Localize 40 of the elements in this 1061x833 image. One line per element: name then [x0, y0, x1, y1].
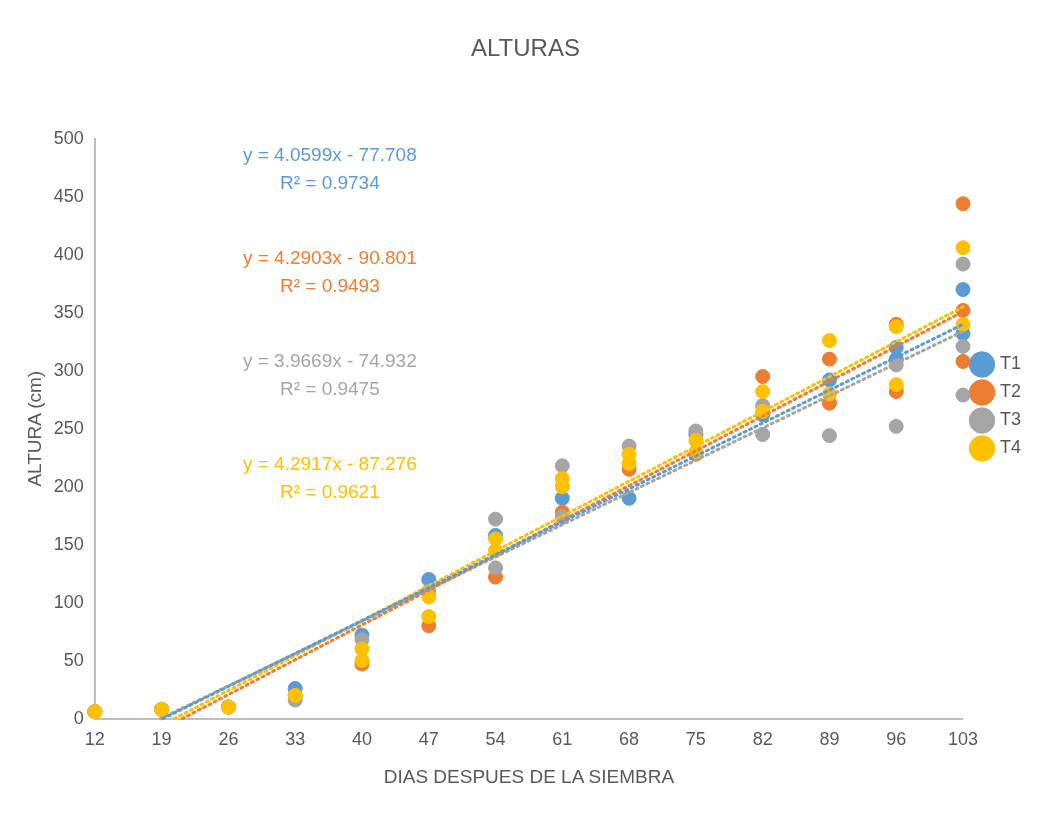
x-axis-title: DIAS DESPUES DE LA SIEMBRA [383, 765, 675, 787]
legend-label: T3 [999, 409, 1022, 430]
y-tick-label: 250 [53, 417, 84, 438]
x-tick-label: 54 [485, 729, 506, 750]
y-tick-label: 450 [53, 185, 84, 206]
legend-label: T4 [999, 437, 1022, 458]
y-tick-label: 50 [63, 649, 84, 670]
y-tick-label: 300 [53, 359, 84, 380]
annotation: y = 4.2903x - 90.801 [242, 247, 417, 269]
x-tick-label: 75 [685, 729, 706, 750]
legend-label: T2 [999, 381, 1022, 402]
x-tick-label: 61 [552, 729, 573, 750]
x-tick-label: 82 [752, 729, 773, 750]
annotation: R² = 0.9493 [279, 275, 380, 297]
x-tick-label: 96 [886, 729, 907, 750]
x-tick-label: 89 [819, 729, 840, 750]
annotation: y = 4.0599x - 77.708 [242, 144, 417, 166]
annotation: R² = 0.9621 [279, 481, 380, 503]
annotation: y = 3.9669x - 74.932 [242, 350, 417, 372]
y-tick-label: 100 [53, 591, 84, 612]
x-tick-label: 26 [218, 729, 239, 750]
x-tick-label: 12 [84, 729, 105, 750]
legend-label: T1 [999, 353, 1022, 374]
x-tick-label: 19 [151, 729, 172, 750]
y-axis-title: ALTURA (cm) [23, 370, 45, 487]
x-tick-label: 68 [619, 729, 640, 750]
y-tick-label: 400 [53, 243, 84, 264]
y-tick-label: 350 [53, 301, 84, 322]
x-tick-label: 103 [947, 729, 979, 750]
y-tick-label: 0 [73, 707, 84, 728]
x-tick-label: 47 [418, 729, 439, 750]
y-tick-label: 500 [53, 127, 84, 148]
x-tick-label: 40 [351, 729, 372, 750]
x-tick-label: 33 [285, 729, 306, 750]
annotation: R² = 0.9475 [279, 378, 380, 400]
annotation: y = 4.2917x - 87.276 [242, 453, 417, 475]
y-tick-label: 150 [53, 533, 84, 554]
y-tick-label: 200 [53, 475, 84, 496]
chart-title: ALTURAS [471, 34, 580, 62]
annotation: R² = 0.9734 [279, 172, 381, 194]
